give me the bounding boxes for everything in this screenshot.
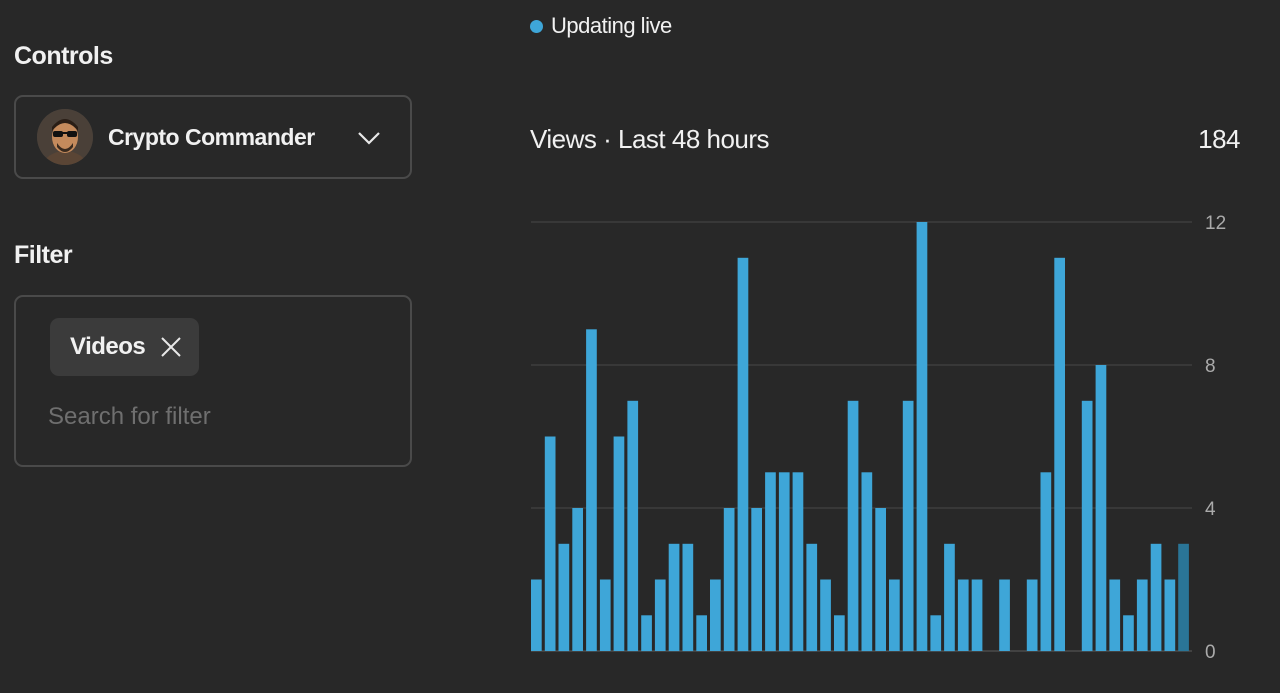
chart-bar[interactable]	[1123, 615, 1134, 652]
filter-chip-videos[interactable]: Videos	[50, 318, 200, 376]
channel-avatar-icon	[37, 109, 93, 165]
chart-bar[interactable]	[558, 543, 570, 652]
chart-bar[interactable]	[889, 579, 900, 652]
controls-heading: Controls	[14, 42, 113, 70]
chart-bar[interactable]	[1081, 400, 1093, 652]
chart-bar[interactable]	[696, 615, 707, 652]
chart-bar[interactable]	[1054, 257, 1065, 652]
chart-bar[interactable]	[916, 222, 928, 651]
chart-bar[interactable]	[1164, 579, 1176, 652]
views-total: 184	[1198, 124, 1240, 154]
chart-bar[interactable]	[792, 472, 804, 652]
channel-selector[interactable]: Crypto Commander	[14, 95, 412, 179]
chart-bar[interactable]	[641, 615, 652, 652]
chart-bar[interactable]	[737, 257, 749, 652]
chart-bar[interactable]	[944, 543, 955, 652]
chart-bar[interactable]	[1026, 579, 1038, 652]
chart-bar[interactable]	[1150, 543, 1162, 652]
chart-bar[interactable]	[930, 615, 942, 652]
live-status: Updating live	[530, 11, 672, 41]
chart-bar[interactable]	[751, 508, 762, 651]
close-icon[interactable]	[159, 335, 183, 359]
chart-bar[interactable]	[572, 508, 583, 651]
chart-bar[interactable]	[1040, 472, 1052, 652]
chart-bar[interactable]	[765, 472, 776, 652]
chart-bar[interactable]	[613, 436, 625, 652]
chart-bar[interactable]	[682, 543, 694, 652]
filter-heading: Filter	[14, 241, 73, 269]
chart-bar[interactable]	[668, 543, 680, 652]
chart-bar[interactable]	[1136, 579, 1148, 652]
chart-bar[interactable]	[1109, 579, 1121, 652]
chart-bar[interactable]	[834, 615, 845, 652]
chart-bar[interactable]	[806, 543, 818, 652]
chart-bar[interactable]	[1178, 543, 1189, 652]
live-dot-icon	[530, 19, 543, 33]
chart-bar[interactable]	[875, 508, 886, 651]
y-tick-label: 12	[1205, 213, 1226, 234]
chart-bar[interactable]	[861, 472, 873, 652]
chart-bar[interactable]	[999, 579, 1010, 652]
chart-bar[interactable]	[778, 472, 790, 652]
live-status-label: Updating live	[551, 13, 672, 38]
y-tick-label: 4	[1205, 499, 1216, 520]
chart-bar[interactable]	[531, 579, 542, 652]
y-tick-label: 0	[1205, 642, 1216, 663]
chart-bar[interactable]	[723, 508, 735, 651]
filter-search-input[interactable]	[48, 399, 378, 435]
chart-bar[interactable]	[971, 579, 983, 652]
chart-bar[interactable]	[654, 579, 666, 652]
chart-bar[interactable]	[1095, 365, 1107, 651]
chart-bar[interactable]	[627, 400, 639, 652]
chart-bar[interactable]	[599, 579, 611, 652]
channel-name: Crypto Commander	[108, 123, 315, 150]
chart-bar[interactable]	[820, 579, 831, 652]
chart-bar[interactable]	[847, 400, 859, 652]
filter-box: Videos	[14, 295, 412, 467]
chart-bar[interactable]	[544, 436, 556, 652]
chart-bar[interactable]	[957, 579, 969, 652]
chart-bar[interactable]	[902, 400, 914, 652]
chart-title: Views · Last 48 hours	[530, 124, 770, 154]
chart-bar[interactable]	[586, 329, 597, 652]
y-tick-label: 8	[1205, 356, 1216, 377]
chevron-down-icon	[358, 132, 380, 145]
chart-bar[interactable]	[710, 579, 721, 652]
filter-chip-label: Videos	[70, 333, 146, 360]
